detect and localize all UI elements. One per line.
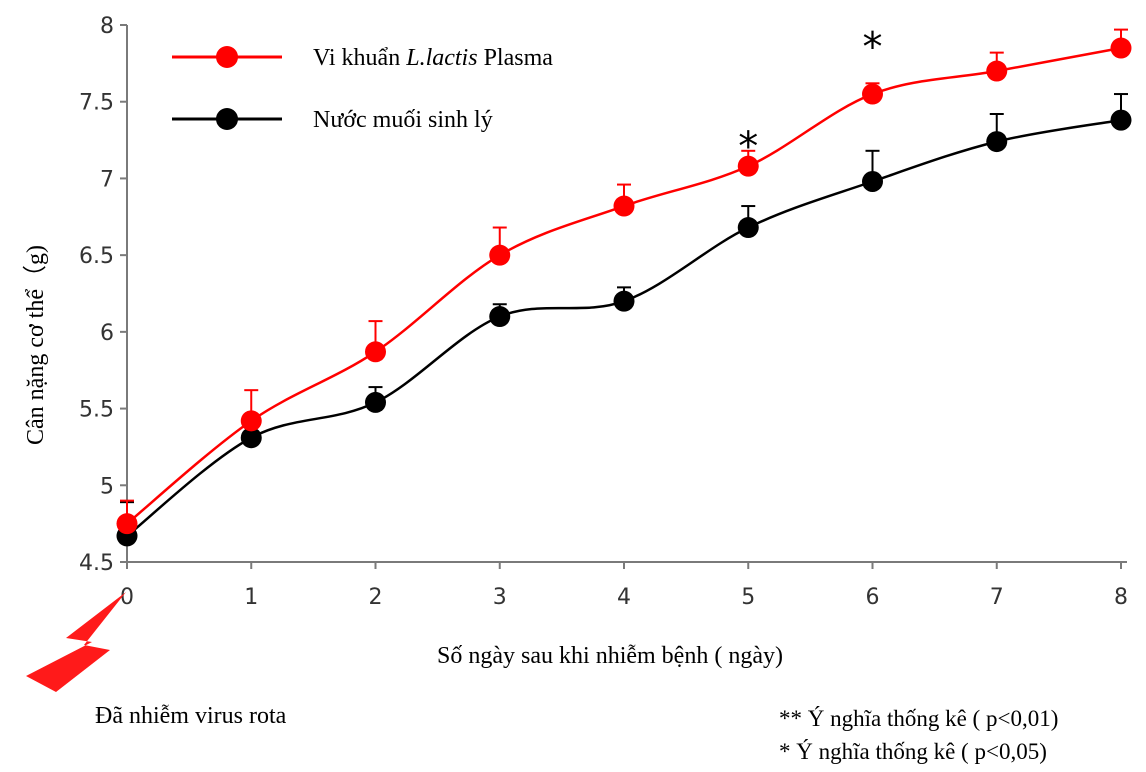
x-axis-label: Số ngày sau khi nhiễm bệnh ( ngày) bbox=[437, 643, 783, 669]
x-tick-label-2: 2 bbox=[369, 585, 383, 610]
legend-marker-saline bbox=[216, 108, 238, 130]
significance-star-1: * bbox=[863, 24, 883, 70]
y-tick-label-6: 7.5 bbox=[79, 91, 114, 116]
x-tick-label-5: 5 bbox=[741, 585, 755, 610]
series-1-point-5 bbox=[737, 217, 759, 239]
series-1-point-2 bbox=[365, 391, 386, 413]
series-0-point-8 bbox=[1110, 37, 1132, 59]
x-tick-label-1: 1 bbox=[244, 585, 258, 610]
series-1-point-7 bbox=[986, 131, 1008, 153]
x-ticks: 0 1 2 3 4 5 6 7 8 bbox=[120, 562, 1128, 610]
legend-marker-lactis bbox=[216, 46, 238, 68]
y-tick-label-4: 6.5 bbox=[79, 244, 114, 269]
significance-star-0: * bbox=[738, 124, 758, 170]
y-tick-label-2: 5.5 bbox=[79, 398, 114, 423]
series-0-point-7 bbox=[986, 60, 1008, 82]
series-0-point-6 bbox=[862, 83, 883, 105]
x-tick-label-8: 8 bbox=[1114, 585, 1128, 610]
x-tick-label-3: 3 bbox=[493, 585, 507, 610]
y-tick-label-3: 6 bbox=[100, 321, 114, 346]
x-tick-label-4: 4 bbox=[617, 585, 631, 610]
legend: Vi khuẩn L.lactis Plasma Nước muối sinh … bbox=[172, 45, 553, 133]
significance-marks: ** bbox=[738, 24, 882, 170]
series-1-point-6 bbox=[862, 170, 883, 192]
series-1-point-3 bbox=[489, 306, 511, 328]
y-tick-label-5: 7 bbox=[100, 167, 114, 192]
legend-label-lactis-prefix: Vi khuẩn bbox=[313, 45, 406, 71]
series-1 bbox=[116, 93, 1132, 547]
series-0-point-4 bbox=[613, 195, 635, 217]
y-ticks: 4.5 5 5.5 6 6.5 7 7.5 8 bbox=[79, 14, 127, 576]
series-0-point-5 bbox=[737, 155, 759, 177]
y-tick-label-0: 4.5 bbox=[79, 551, 114, 576]
axes bbox=[126, 25, 1127, 563]
legend-label-lactis-italic: L.lactis bbox=[405, 45, 477, 71]
note-highly-significant: ** Ý nghĩa thống kê ( p<0,01) bbox=[779, 706, 1058, 731]
y-tick-label-1: 5 bbox=[100, 474, 114, 499]
series-1-line bbox=[126, 118, 1122, 537]
series-1-point-8 bbox=[1110, 109, 1132, 131]
series-0 bbox=[116, 28, 1132, 535]
legend-label-lactis: Vi khuẩn L.lactis Plasma bbox=[313, 45, 553, 71]
x-tick-label-6: 6 bbox=[866, 585, 880, 610]
infection-label: Đã nhiễm virus rota bbox=[95, 703, 287, 729]
y-axis-label: Cân nặng cơ thể（g) bbox=[23, 245, 49, 445]
series-0-point-1 bbox=[240, 410, 262, 432]
series-1-point-1 bbox=[240, 427, 262, 449]
series-0-point-2 bbox=[365, 341, 386, 363]
legend-label-lactis-suffix: Plasma bbox=[478, 45, 554, 71]
lightning-bolt-icon bbox=[26, 592, 126, 692]
series-1-point-4 bbox=[613, 290, 635, 312]
x-tick-label-0: 0 bbox=[120, 585, 134, 610]
legend-label-saline: Nước muối sinh lý bbox=[313, 107, 493, 133]
y-tick-label-7: 8 bbox=[100, 14, 114, 39]
series-0-point-0 bbox=[116, 513, 138, 535]
series-layer bbox=[116, 28, 1132, 547]
note-significant: * Ý nghĩa thống kê ( p<0,05) bbox=[779, 739, 1047, 764]
x-tick-label-7: 7 bbox=[990, 585, 1004, 610]
series-0-point-3 bbox=[489, 244, 511, 266]
